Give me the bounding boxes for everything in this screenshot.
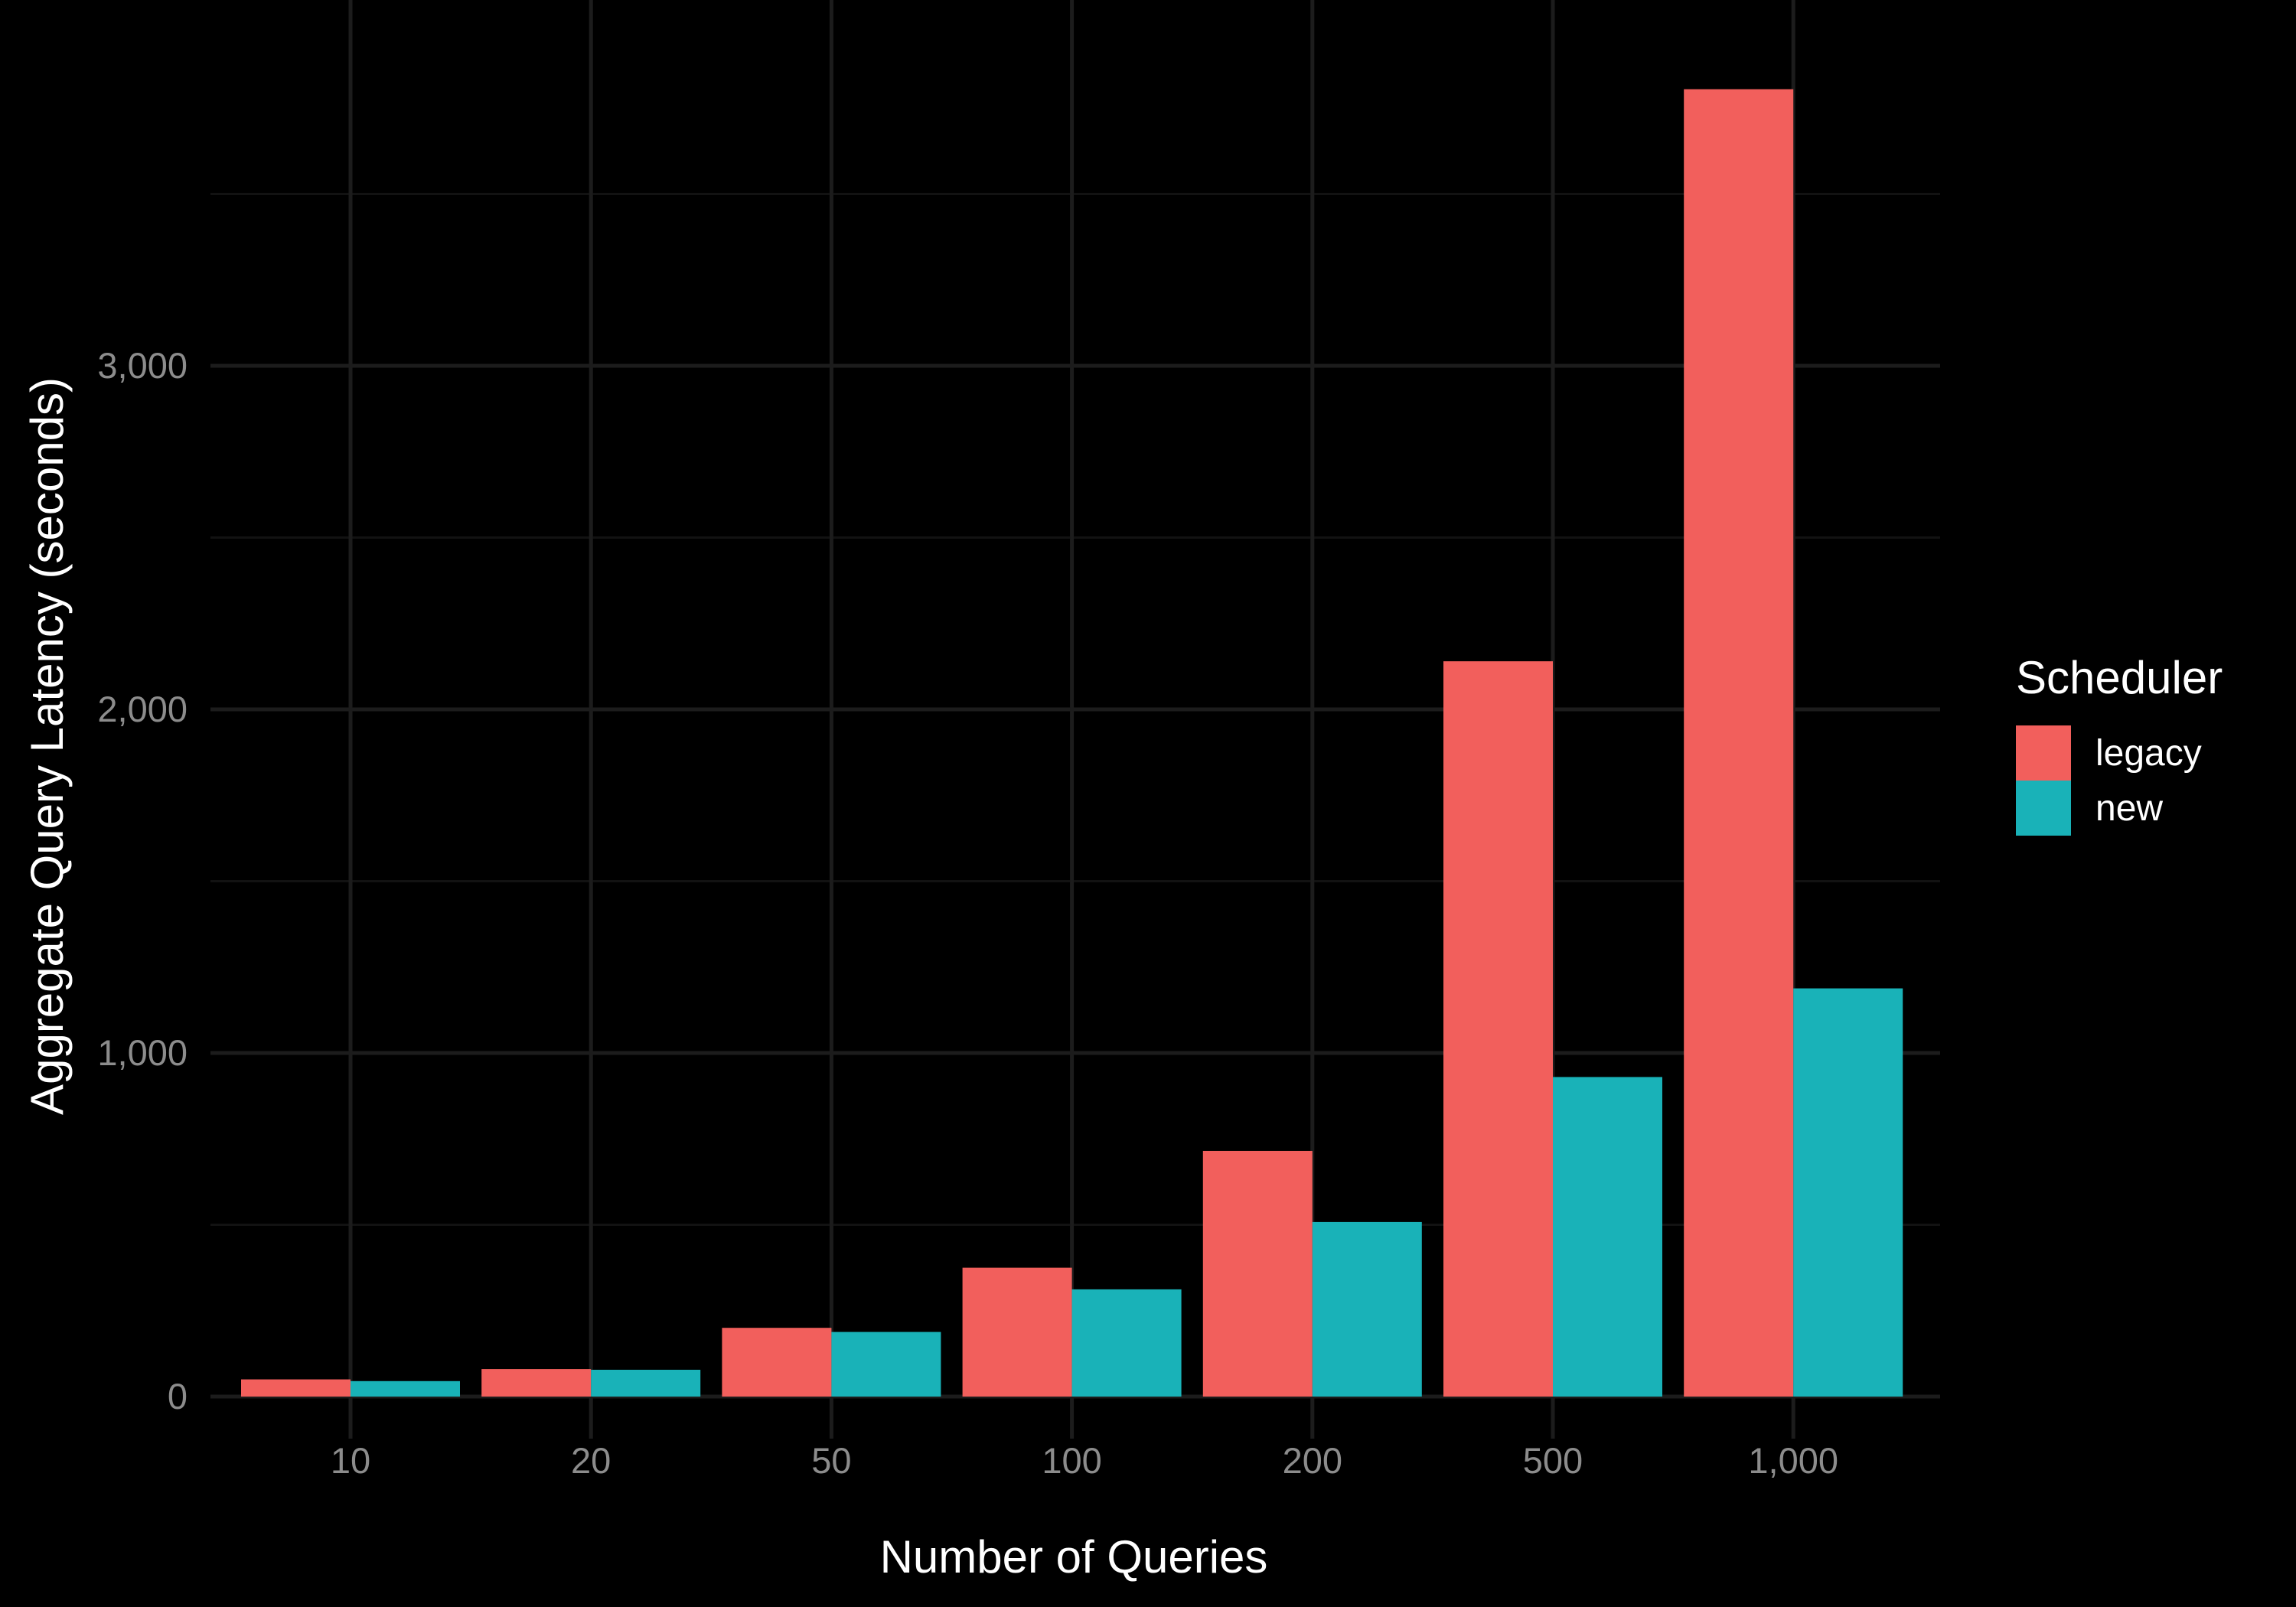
legend-swatch-new bbox=[2016, 781, 2071, 836]
x-axis-title: Number of Queries bbox=[880, 1531, 1268, 1583]
bars bbox=[241, 89, 1903, 1397]
legend-items: legacy new bbox=[2016, 725, 2202, 836]
bar-legacy-100 bbox=[962, 1267, 1072, 1397]
bar-legacy-10 bbox=[241, 1379, 351, 1397]
legend-label-new: new bbox=[2095, 788, 2163, 829]
legend-swatch-legacy bbox=[2016, 725, 2071, 781]
bar-legacy-50 bbox=[722, 1328, 832, 1397]
x-axis-ticks: 10 20 50 100 200 500 1,000 bbox=[331, 1440, 1838, 1481]
x-tick-label: 1,000 bbox=[1748, 1440, 1838, 1481]
y-tick-label: 2,000 bbox=[97, 689, 188, 729]
bar-legacy-200 bbox=[1202, 1150, 1313, 1397]
bar-new-20 bbox=[591, 1369, 701, 1397]
legend: Scheduler legacy new bbox=[2016, 652, 2223, 836]
bar-new-200 bbox=[1312, 1221, 1422, 1397]
legend-label-legacy: legacy bbox=[2095, 733, 2202, 774]
bar-new-1000 bbox=[1793, 988, 1903, 1397]
x-tick-label: 20 bbox=[571, 1440, 611, 1481]
bar-new-500 bbox=[1553, 1077, 1662, 1397]
y-tick-label: 1,000 bbox=[97, 1032, 188, 1073]
y-tick-label: 0 bbox=[168, 1376, 188, 1416]
bar-new-10 bbox=[351, 1380, 460, 1397]
x-tick-label: 10 bbox=[331, 1440, 370, 1481]
x-tick-label: 50 bbox=[811, 1440, 851, 1481]
x-tick-label: 100 bbox=[1042, 1440, 1101, 1481]
y-axis-ticks: 0 1,000 2,000 3,000 bbox=[97, 345, 188, 1416]
y-axis-title: Aggregate Query Latency (seconds) bbox=[21, 377, 73, 1115]
bar-legacy-500 bbox=[1443, 661, 1553, 1397]
y-tick-label: 3,000 bbox=[97, 345, 188, 386]
legend-title: Scheduler bbox=[2016, 652, 2223, 703]
bar-new-50 bbox=[831, 1332, 941, 1397]
x-tick-label: 200 bbox=[1283, 1440, 1342, 1481]
bar-legacy-20 bbox=[481, 1369, 592, 1397]
bar-legacy-1000 bbox=[1684, 89, 1794, 1397]
x-tick-label: 500 bbox=[1523, 1440, 1583, 1481]
bar-new-100 bbox=[1071, 1289, 1182, 1397]
